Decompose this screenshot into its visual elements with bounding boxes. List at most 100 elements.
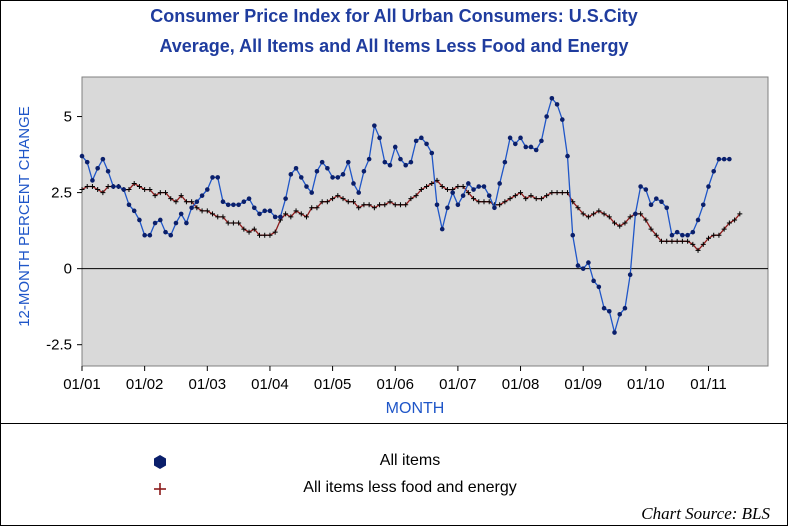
series-all-items-point <box>403 162 408 168</box>
series-core-point <box>168 196 174 202</box>
legend: All items All items less food and energy <box>150 452 570 502</box>
series-core-point <box>220 214 226 220</box>
x-tick-label: 01/10 <box>627 376 665 393</box>
series-all-items-point <box>131 208 137 214</box>
series-core-point <box>335 193 341 199</box>
series-core-point <box>371 205 377 211</box>
series-core-point <box>439 184 445 190</box>
series-core-point <box>272 229 278 235</box>
series-core-point <box>544 193 550 199</box>
series-all-items-point <box>533 147 539 153</box>
series-all-items-point <box>445 205 450 211</box>
series-all-items-point <box>325 165 330 171</box>
series-core-point <box>549 190 555 196</box>
y-axis-label: 12-MONTH PERCENT CHANGE <box>16 106 33 327</box>
series-core-point <box>324 199 330 205</box>
series-all-items-point <box>105 169 111 174</box>
series-core-point <box>387 199 393 205</box>
series-all-items-point <box>356 190 361 195</box>
series-all-items-point <box>330 175 335 180</box>
series-core-point <box>643 217 649 223</box>
series-core-point <box>476 199 482 205</box>
series-core-point <box>554 190 560 196</box>
series-all-items-point <box>168 232 174 238</box>
x-tick-label: 01/05 <box>314 376 352 393</box>
series-all-items-point <box>377 135 382 141</box>
series-all-items-point <box>272 214 278 220</box>
series-all-items-point <box>142 232 147 238</box>
series-all-items-point <box>220 199 226 205</box>
series-core-point <box>298 211 304 217</box>
series-core-point <box>95 187 101 193</box>
series-core-point <box>225 220 231 226</box>
series-core-point <box>340 196 346 202</box>
series-all-items-point <box>366 156 372 162</box>
series-all-items-point <box>648 202 654 208</box>
series-all-items-point <box>690 229 696 235</box>
series-all-items-point <box>257 211 262 217</box>
series-all-items-point <box>486 193 492 198</box>
series-core-point <box>189 199 195 205</box>
series-core-point <box>418 187 424 193</box>
series-core-point <box>690 241 696 247</box>
series-all-items-point <box>309 190 315 195</box>
y-tick-label: 0 <box>64 261 72 278</box>
series-all-items-point <box>251 205 257 211</box>
series-all-items-point <box>210 175 215 180</box>
series-all-items-point <box>450 190 455 195</box>
series-all-items-point <box>419 135 424 141</box>
series-all-items-point <box>455 202 461 208</box>
series-core-point <box>283 211 289 217</box>
series-all-items-point <box>466 181 471 186</box>
series-all-items-point <box>137 217 142 223</box>
x-tick-label: 01/08 <box>502 376 540 393</box>
series-all-items-point <box>481 184 487 189</box>
series-core-point <box>178 193 184 199</box>
series-all-items-point <box>674 229 680 235</box>
series-core-point <box>533 196 539 202</box>
x-axis-label: MONTH <box>386 400 445 417</box>
series-core-point <box>653 232 659 238</box>
series-all-items-point <box>716 156 722 162</box>
series-core-point <box>575 205 581 211</box>
series-all-items-point <box>502 159 508 165</box>
series-core-point <box>262 232 268 238</box>
series-all-items-point <box>439 226 445 232</box>
series-all-items-point <box>340 172 346 177</box>
x-tick-label: 01/11 <box>690 376 726 393</box>
series-all-items-point <box>549 95 555 101</box>
series-all-items-point <box>283 196 288 201</box>
series-core-point <box>424 184 430 190</box>
series-all-items-point <box>121 187 127 192</box>
x-tick-label: 01/02 <box>126 376 164 393</box>
legend-label-core: All items less food and energy <box>303 479 517 496</box>
series-core-point <box>685 238 691 244</box>
series-core-point <box>711 232 717 238</box>
series-core-point <box>319 199 325 205</box>
series-all-items-point <box>351 181 356 186</box>
series-core-point <box>460 184 466 190</box>
series-core-point <box>669 238 675 244</box>
series-all-items-point <box>278 214 283 220</box>
series-core-point <box>303 214 309 220</box>
series-all-items-point <box>565 153 570 159</box>
series-core-point <box>601 211 607 217</box>
series-core-point <box>241 226 247 232</box>
series-core-point <box>288 214 294 220</box>
series-all-items-point <box>492 205 497 211</box>
series-all-items-point <box>147 232 153 238</box>
series-all-items-point <box>580 266 586 271</box>
series-core-point <box>559 190 565 196</box>
series-core-point <box>486 199 492 205</box>
series-all-items-point <box>293 165 299 171</box>
series-core-point <box>267 232 273 238</box>
series-all-items-point <box>225 202 231 208</box>
series-core-point <box>257 232 263 238</box>
series-core-point <box>664 238 670 244</box>
series-core-point <box>366 202 372 208</box>
series-core-point <box>580 211 586 217</box>
series-core-point <box>397 202 403 208</box>
series-all-items-point <box>387 162 393 168</box>
series-core-point <box>173 199 179 205</box>
series-all-items-point <box>173 220 179 226</box>
